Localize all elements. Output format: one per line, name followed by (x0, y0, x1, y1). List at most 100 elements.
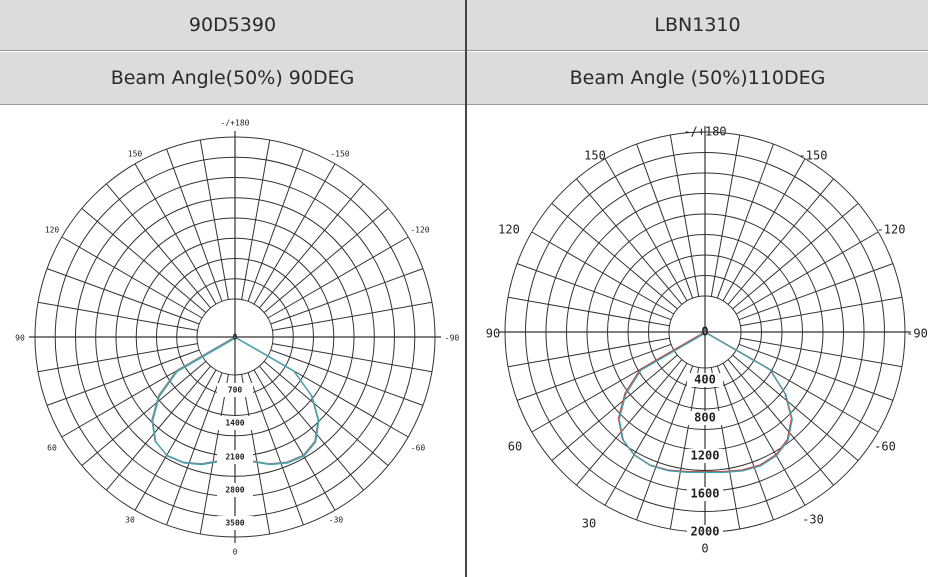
table-divider-vertical (465, 0, 467, 577)
polar-spoke (199, 139, 229, 300)
polar-spoke (576, 178, 683, 305)
intensity-label-bg (687, 411, 723, 425)
polar-spoke (81, 361, 207, 466)
polar-spoke (37, 301, 198, 331)
polar-spoke (134, 369, 217, 511)
polar-spoke (81, 208, 207, 313)
polar-spoke (551, 354, 678, 461)
intensity-label-bg (687, 373, 723, 387)
polar-spoke (247, 372, 304, 526)
polar-spoke (241, 139, 271, 300)
polar-spoke (716, 143, 774, 299)
intensity-label: 1400 (225, 419, 244, 428)
intensity-label: 800 (694, 411, 716, 425)
polar-spoke (259, 183, 364, 309)
polar-spoke (738, 343, 894, 401)
polar-spoke (259, 365, 364, 491)
angle-label: -60 (411, 444, 426, 453)
angle-label: -150 (799, 149, 828, 163)
angle-label: 0 (701, 542, 708, 556)
angle-label: -90 (906, 327, 928, 341)
polar-spoke (106, 183, 211, 309)
polar-spoke (732, 203, 859, 310)
polar-spoke (253, 369, 336, 511)
polar-spoke (735, 231, 879, 315)
polar-spoke (722, 362, 806, 506)
polar-spoke (636, 143, 694, 299)
angle-label: 150 (584, 149, 606, 163)
angle-label: -/+180 (221, 119, 250, 128)
polar-spoke (263, 208, 389, 313)
angle-label: 120 (498, 223, 520, 237)
polar-spoke (740, 337, 903, 368)
polar-spoke (604, 362, 688, 506)
polar-spoke (247, 148, 304, 302)
polar-diagram-left: -/+180 150 120 90 60 30 0 -30 -60 -90 -120 -150 0 700… (15, 119, 460, 557)
intensity-label: 2000 (691, 525, 720, 539)
polar-spoke (199, 374, 229, 535)
header-model-right: LBN1310 (467, 0, 928, 51)
angle-label: -30 (802, 513, 824, 527)
header-model-left: 90D5390 (0, 0, 465, 51)
polar-spoke (669, 134, 700, 297)
angle-label: 120 (45, 226, 60, 235)
angle-label: -90 (445, 334, 460, 343)
polar-spoke (166, 372, 223, 526)
intensity-label: 0 (233, 333, 238, 342)
intensity-label-bg (217, 383, 253, 397)
intensity-label-bg (217, 416, 253, 430)
table-divider-top (0, 50, 928, 51)
polar-spoke (272, 301, 433, 331)
polar-spoke (516, 343, 672, 401)
angle-label: -120 (410, 226, 429, 235)
polar-spoke (716, 365, 774, 521)
polar-spoke (166, 148, 223, 302)
polar-spoke (106, 365, 211, 491)
angle-label: -60 (874, 440, 896, 454)
polar-spoke (710, 134, 741, 297)
polar-spoke (732, 354, 859, 461)
angle-label: -/+180 (683, 125, 726, 139)
polar-spoke (710, 367, 741, 530)
polar-spoke (531, 231, 675, 315)
intensity-label: 2100 (225, 453, 244, 462)
intensity-curve-primary (618, 332, 793, 474)
polar-spoke (727, 178, 834, 305)
intensity-label-bg (217, 483, 253, 497)
intensity-label: 700 (228, 386, 243, 395)
polar-spoke (241, 374, 271, 535)
polar-spoke (46, 268, 200, 325)
polar-spoke (134, 163, 217, 305)
polar-spoke (516, 263, 672, 321)
angle-label: 150 (128, 150, 143, 159)
polar-spoke (267, 236, 409, 319)
angle-label: 30 (125, 516, 135, 525)
angle-label: -150 (330, 150, 349, 159)
intensity-label: 1200 (691, 449, 720, 463)
angle-label: 60 (47, 444, 57, 453)
intensity-label-bg (217, 450, 253, 464)
polar-spoke (740, 296, 903, 327)
polar-spoke (507, 337, 670, 368)
angle-label: -30 (329, 516, 344, 525)
polar-spoke (46, 349, 200, 406)
angle-label: 90 (15, 334, 25, 343)
polar-spoke (636, 365, 694, 521)
intensity-label: 3500 (225, 519, 244, 528)
angle-label: 0 (233, 548, 238, 557)
polar-spoke (727, 359, 834, 486)
polar-spoke (270, 268, 424, 325)
polar-spoke (551, 203, 678, 310)
polar-grid (499, 126, 911, 538)
angle-label: 30 (582, 517, 596, 531)
polar-spoke (604, 158, 688, 302)
header-beam-angle-left: Beam Angle(50%) 90DEG (0, 52, 465, 105)
polar-spoke (270, 349, 424, 406)
polar-spoke (669, 367, 700, 530)
header-beam-angle-right: Beam Angle (50%)110DEG (467, 52, 928, 105)
intensity-label: 400 (694, 373, 716, 387)
polar-spoke (576, 359, 683, 486)
intensity-label-bg (687, 525, 723, 539)
intensity-label-bg (217, 516, 253, 530)
angle-label: 60 (508, 440, 522, 454)
